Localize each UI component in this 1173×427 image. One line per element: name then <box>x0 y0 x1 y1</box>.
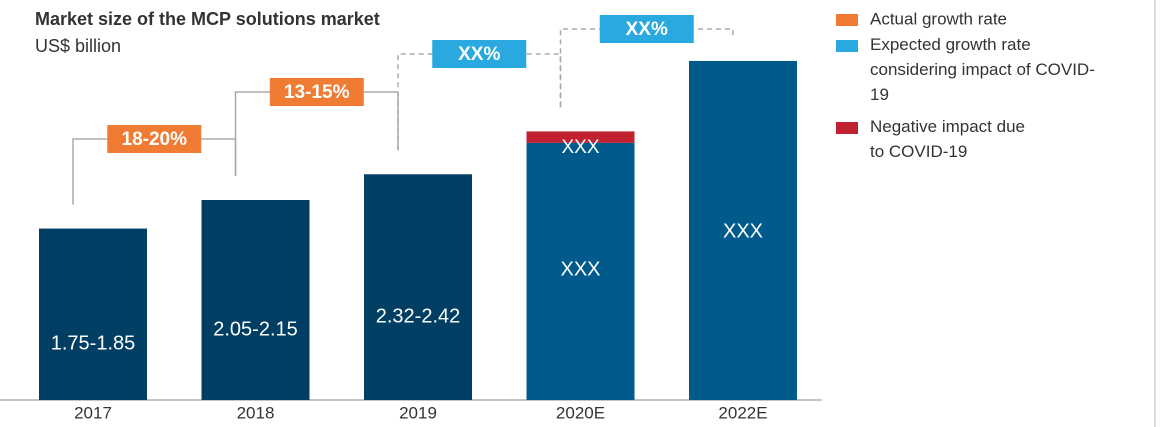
legend-label: Negative impact due to COVID-19 <box>870 117 1025 161</box>
growth-box <box>432 40 527 68</box>
legend-swatch <box>836 14 858 26</box>
growth-label: 18-20% <box>122 129 188 150</box>
growth-box <box>107 125 202 153</box>
bar-label: XXX <box>723 220 763 242</box>
bar <box>526 142 635 400</box>
growth-label: XX% <box>458 44 500 65</box>
x-tick-label: 2019 <box>399 403 437 422</box>
growth-label: XX% <box>626 19 668 40</box>
chart-title: Market size of the MCP solutions market <box>35 9 380 29</box>
x-tick-label: 2022E <box>718 403 767 422</box>
growth-box <box>599 15 694 43</box>
growth-label: 13-15% <box>284 82 350 103</box>
growth-connector <box>397 53 562 151</box>
legend-line: 19 <box>870 85 889 104</box>
bar-label: 1.75-1.85 <box>51 333 136 355</box>
impact-bar <box>526 131 635 143</box>
impact-label: XXX <box>561 137 599 158</box>
legend-label: Expected growth rate considering impact o… <box>870 35 1095 104</box>
bar-label: XXX <box>560 258 600 280</box>
bar <box>201 200 310 400</box>
chart-subtitle: US$ billion <box>35 36 121 56</box>
legend-line: Negative impact due <box>870 117 1025 136</box>
legend-swatch <box>836 40 858 52</box>
bar-label: 2.32-2.42 <box>376 305 461 327</box>
legend-label: Actual growth rate <box>870 9 1007 28</box>
legend-line: to COVID-19 <box>870 142 967 161</box>
x-tick-label: 2020E <box>556 403 605 422</box>
legend-line: Expected growth rate <box>870 35 1031 54</box>
bar <box>39 228 147 400</box>
bar <box>364 174 472 400</box>
bar <box>689 60 797 400</box>
x-tick-label: 2018 <box>237 403 275 422</box>
legend-line: considering impact of COVID- <box>870 60 1095 79</box>
bar-label: 2.05-2.15 <box>213 318 298 340</box>
growth-box <box>269 78 364 106</box>
legend-swatch <box>836 122 858 134</box>
x-tick-label: 2017 <box>74 403 112 422</box>
